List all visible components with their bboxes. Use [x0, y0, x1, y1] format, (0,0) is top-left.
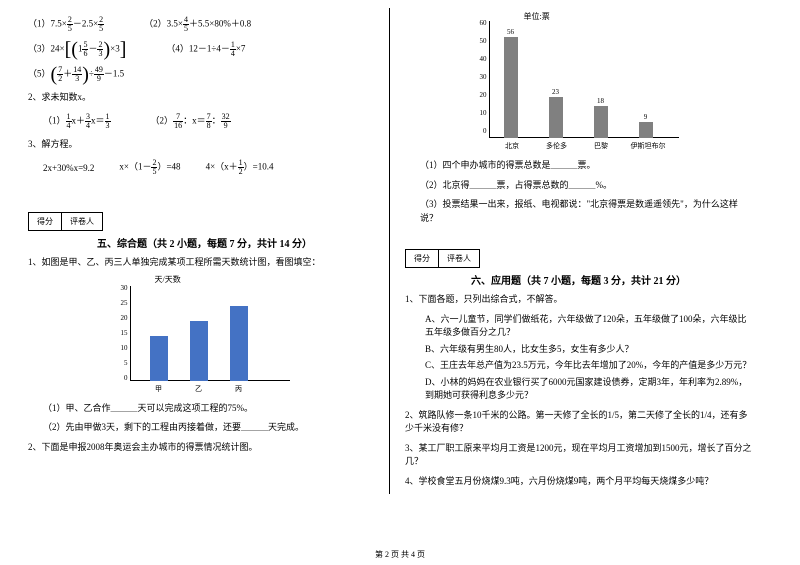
s5-q1: 1、如图是甲、乙、丙三人单独完成某项工程所需天数统计图，看图填空： [28, 256, 381, 270]
right-column: 单位:票 60 50 40 30 20 10 0 56 23 18 9 北京 多… [390, 8, 760, 494]
s5-q1-sub1: （1）甲、乙合作＿＿＿天可以完成这项工程的75%。 [28, 402, 381, 416]
section-5-title: 五、综合题（共 2 小题，每题 7 分，共计 14 分） [28, 235, 381, 250]
equation-row-2: （3）24×[(156－23)×3] （4）12－1÷4－14×7 [28, 41, 381, 58]
q3-eq1: 2x+30%x=9.2 [43, 163, 94, 173]
chart2-bar-1 [504, 37, 518, 138]
equation-row-3: （5）(72＋143)÷499－1.5 [28, 66, 381, 83]
chart1-title: 天/天数 [155, 274, 181, 285]
eq-2: （2）3.5×45＋5.5×80%＋0.8 [144, 16, 251, 33]
q2-eq1: （1）14x＋34x＝13 [43, 113, 111, 130]
score-box-6: 得分 评卷人 [405, 249, 752, 268]
left-column: （1）7.5×25－2.5×25 （2）3.5×45＋5.5×80%＋0.8 （… [20, 8, 390, 494]
s6-q4: 4、学校食堂五月份烧煤9.3吨，六月份烧煤9吨，两个月平均每天烧煤多少吨？ [405, 475, 752, 489]
s6-q1b: B、六年级有男生80人，比女生多5，女生有多少人？ [425, 343, 752, 357]
chart2-bar-4 [639, 122, 653, 138]
s6-q1a: A、六一儿童节，同学们做纸花，六年级做了120朵，五年级做了100朵，六年级比五… [425, 313, 752, 340]
score-label: 得分 [405, 249, 438, 268]
q2-title: 2、求未知数x。 [28, 91, 381, 105]
s5-q1-sub2: （2）先由甲做3天，剩下的工程由丙接着做，还要＿＿＿天完成。 [28, 421, 381, 435]
chart-1: 天/天数 30 25 20 15 10 5 0 甲 乙 丙 [115, 276, 295, 396]
section-6-title: 六、应用题（共 7 小题，每题 3 分，共计 21 分） [405, 272, 752, 287]
q2-equations: （1）14x＋34x＝13 （2）716：x＝78：329 [28, 113, 381, 130]
chart2-sub2: （2）北京得＿＿＿票，占得票总数的＿＿＿%。 [405, 179, 752, 193]
chart2-unit: 单位:票 [524, 11, 550, 22]
chart1-bar-2 [190, 321, 208, 381]
chart2-bar-3 [594, 106, 608, 138]
chart1-bar-1 [150, 336, 168, 381]
chart2-sub1: （1）四个申办城市的得票总数是＿＿＿票。 [405, 159, 752, 173]
eq-5: （5）(72＋143)÷499－1.5 [28, 66, 124, 83]
s6-q1d: D、小林的妈妈在农业银行买了6000元国家建设债券，定期3年，年利率为2.89%… [425, 376, 752, 403]
page-footer: 第 2 页 共 4 页 [0, 549, 800, 560]
s6-q2: 2、筑路队修一条10千米的公路。第一天修了全长的1/5，第二天修了全长的1/4，… [405, 409, 752, 436]
q2-eq2: （2）716：x＝78：329 [151, 113, 231, 130]
s6-q3: 3、某工厂职工原来平均月工资是1200元，现在平均月工资增加到1500元，增长了… [405, 442, 752, 469]
chart2-sub3: （3）投票结果一出来，报纸、电视都说："北京得票是数遥遥领先"，为什么这样说？ [405, 198, 752, 225]
chart2-bar-2 [549, 97, 563, 138]
q3-title: 3、解方程。 [28, 138, 381, 152]
chart-2: 单位:票 60 50 40 30 20 10 0 56 23 18 9 北京 多… [474, 13, 684, 153]
q3-equations: 2x+30%x=9.2 x×（1－25）=48 4×（x＋12）=10.4 [28, 159, 381, 176]
s6-q1: 1、下面各题，只列出综合式，不解答。 [405, 293, 752, 307]
eq-3: （3）24×[(156－23)×3] [28, 41, 126, 58]
s6-q1c: C、王庄去年总产值为23.5万元，今年比去年增加了20%，今年的产值是多少万元？ [425, 359, 752, 373]
eq-1: （1）7.5×25－2.5×25 [28, 16, 104, 33]
chart1-bar-3 [230, 306, 248, 381]
q3-eq3: 4×（x＋12）=10.4 [206, 159, 274, 176]
score-label: 得分 [28, 212, 61, 231]
eq-4: （4）12－1÷4－14×7 [166, 41, 245, 58]
equation-row-1: （1）7.5×25－2.5×25 （2）3.5×45＋5.5×80%＋0.8 [28, 16, 381, 33]
score-box-5: 得分 评卷人 [28, 212, 381, 231]
q3-eq2: x×（1－25）=48 [119, 159, 180, 176]
grader-label: 评卷人 [61, 212, 103, 231]
grader-label: 评卷人 [438, 249, 480, 268]
s5-q2: 2、下面是申报2008年奥运会主办城市的得票情况统计图。 [28, 441, 381, 455]
